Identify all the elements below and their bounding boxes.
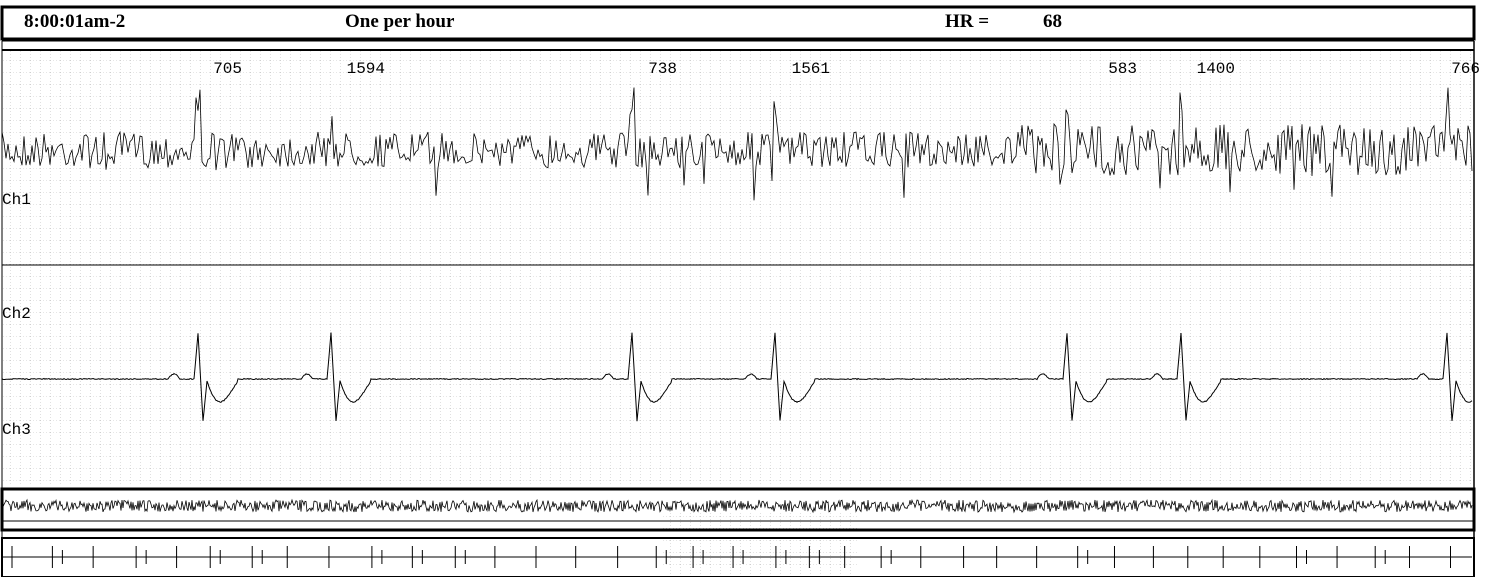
rr-interval: 1594 xyxy=(347,60,385,78)
rr-interval: 583 xyxy=(1108,60,1137,78)
trend-trace xyxy=(1,498,1473,514)
header-mode: One per hour xyxy=(345,11,455,32)
trend-strip xyxy=(0,487,1476,532)
channel-label: Ch2 xyxy=(2,305,31,323)
rr-interval: 1561 xyxy=(792,60,830,78)
ecg-grid xyxy=(2,50,1474,486)
ch2-trace xyxy=(1,332,1473,422)
ch1-trace xyxy=(1,87,1473,201)
channel-label: Ch1 xyxy=(2,191,31,209)
header-bar xyxy=(0,5,1476,41)
strip-window xyxy=(662,513,857,529)
channel-label: Ch3 xyxy=(2,421,31,439)
rr-interval: 705 xyxy=(213,60,242,78)
rr-interval: 766 xyxy=(1451,60,1480,78)
rr-interval: 1400 xyxy=(1197,60,1235,78)
rr-interval: 738 xyxy=(648,60,677,78)
header-hr-value: 68 xyxy=(1043,11,1062,32)
header-hr-label: HR = xyxy=(945,11,989,32)
header-time: 8:00:01am-2 xyxy=(24,11,125,32)
